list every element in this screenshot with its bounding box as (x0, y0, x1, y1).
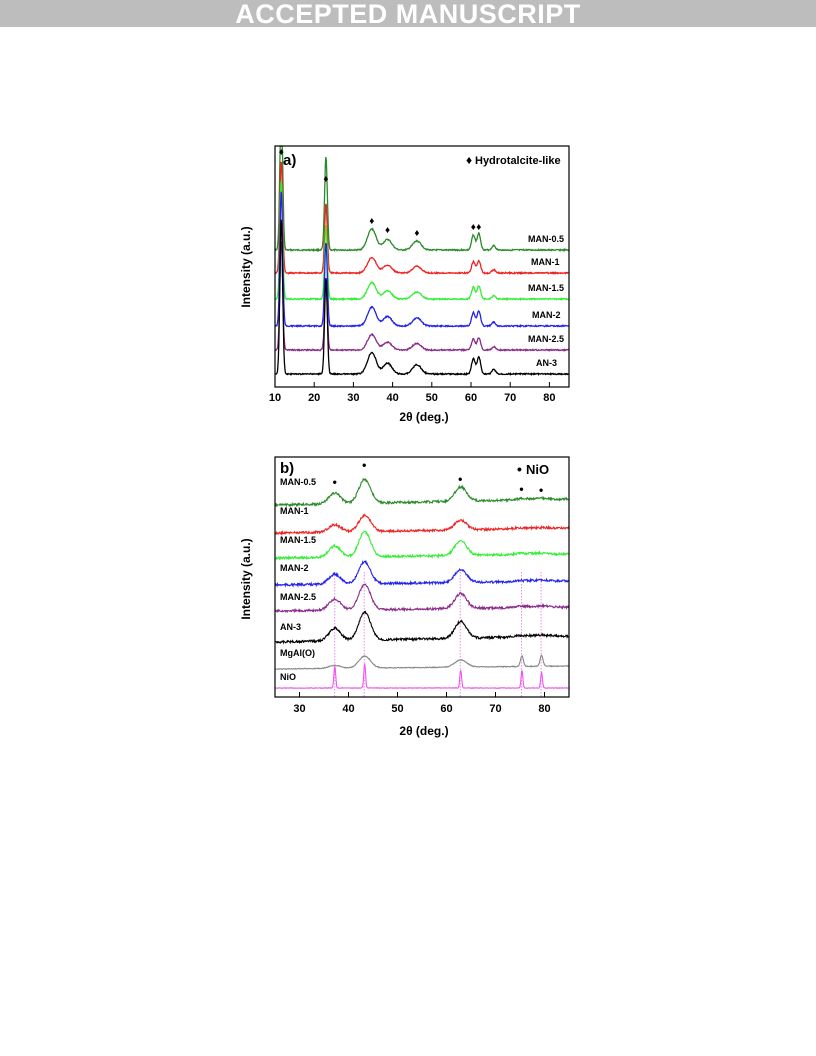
series-label: MAN-1.5 (528, 283, 564, 293)
banner: ACCEPTED MANUSCRIPT (0, 0, 816, 29)
series-line-nio (274, 663, 570, 690)
series-line-man-1-5 (274, 181, 570, 302)
panel-label-b: b) (280, 460, 294, 477)
x-tick-label: 80 (538, 703, 550, 715)
series-line-man-0-5 (274, 477, 570, 508)
peak-marker: • (539, 483, 543, 497)
x-tick-label: 20 (308, 392, 320, 404)
x-tick-label: 40 (342, 703, 354, 715)
plot-frame-b (274, 456, 570, 698)
series-label: MAN-2 (532, 310, 561, 320)
series-label: MAN-2.5 (528, 334, 564, 344)
x-tick-label: 30 (293, 703, 305, 715)
plot-frame-a (274, 145, 570, 388)
series-line-an-3 (274, 219, 569, 377)
x-axis-label-b: 2θ (deg.) (399, 724, 448, 738)
legend-marker-b: • (517, 461, 522, 477)
x-tick-label: 60 (440, 703, 452, 715)
peak-marker: • (362, 458, 366, 472)
y-axis-label-b: Intensity (a.u.) (239, 538, 253, 619)
x-tick-label: 10 (269, 392, 281, 404)
peak-marker: ♦ (414, 228, 419, 239)
banner-text: ACCEPTED MANUSCRIPT (235, 0, 581, 29)
series-label: MAN-1 (531, 257, 560, 267)
x-tick-label: 70 (489, 703, 501, 715)
peak-marker: ♦ (369, 216, 374, 227)
x-tick-label: 60 (465, 392, 477, 404)
peak-marker: ♦ (323, 174, 328, 185)
series-label: MAN-2 (280, 563, 309, 573)
series-line-man-0-5 (274, 145, 570, 253)
panel-label-a: a) (283, 152, 296, 169)
x-tick-label: 30 (347, 392, 359, 404)
series-line-man-1 (274, 513, 570, 537)
peak-marker: • (333, 475, 337, 489)
series-label: AN-3 (536, 358, 557, 368)
series-label: MAN-1 (280, 506, 309, 516)
series-line-man-2 (274, 559, 570, 588)
series-label: MAN-1.5 (280, 535, 316, 545)
peak-marker: ♦ (476, 222, 481, 233)
x-tick-label: 50 (391, 703, 403, 715)
peak-marker: ♦ (471, 222, 476, 233)
x-tick-label: 70 (504, 392, 516, 404)
series-label: MAN-2.5 (280, 592, 316, 602)
series-line-man-1 (274, 161, 569, 276)
legend-text-a: Hydrotalcite-like (475, 155, 561, 167)
x-tick-label: 80 (543, 392, 555, 404)
series-label: MAN-0.5 (528, 234, 564, 244)
x-tick-label: 50 (426, 392, 438, 404)
series-label: AN-3 (280, 622, 301, 632)
x-tick-label: 40 (386, 392, 398, 404)
series-line-man-1-5 (274, 530, 570, 561)
xrd-chart-b: MAN-0.5 MAN-1 MAN-1.5 MAN-2 MAN-2.5 AN-3 MgAl(… (239, 456, 570, 738)
series-line-an-3 (274, 610, 570, 645)
peak-marker: • (458, 472, 462, 486)
series-line-man-2 (274, 191, 570, 328)
peak-marker: ♦ (279, 147, 284, 158)
x-axis-label-a: 2θ (deg.) (399, 410, 448, 424)
series-label: NiO (280, 672, 296, 682)
peak-marker: ♦ (385, 225, 390, 236)
series-label: MAN-0.5 (280, 477, 316, 487)
series-line-mgal-o- (274, 654, 570, 670)
y-axis-label-a: Intensity (a.u.) (239, 226, 253, 307)
peak-marker: • (519, 482, 523, 496)
legend-marker-a: ♦ (466, 153, 472, 167)
series-label: MgAl(O) (280, 648, 315, 658)
legend-text-b: NiO (526, 462, 549, 477)
series-line-man-2-5 (274, 583, 570, 614)
